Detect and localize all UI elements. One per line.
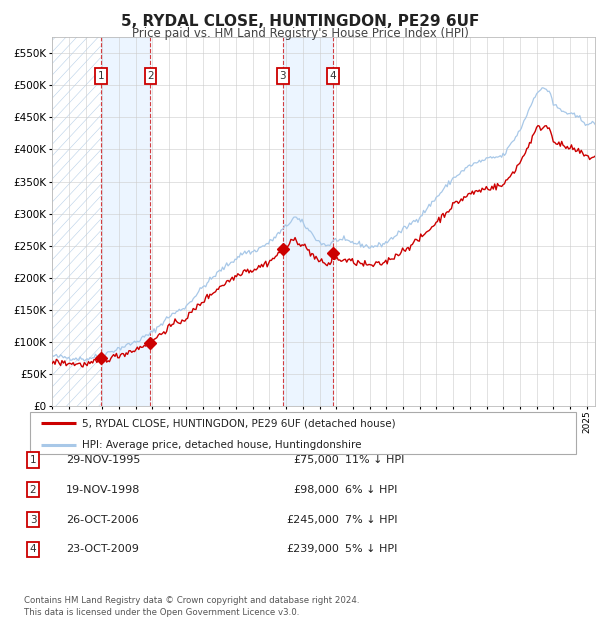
Text: 11% ↓ HPI: 11% ↓ HPI bbox=[345, 455, 404, 465]
FancyBboxPatch shape bbox=[30, 412, 576, 454]
Text: 29-NOV-1995: 29-NOV-1995 bbox=[66, 455, 140, 465]
Text: 2: 2 bbox=[147, 71, 154, 81]
Text: 3: 3 bbox=[29, 515, 37, 525]
Text: 7% ↓ HPI: 7% ↓ HPI bbox=[345, 515, 398, 525]
Text: 5, RYDAL CLOSE, HUNTINGDON, PE29 6UF (detached house): 5, RYDAL CLOSE, HUNTINGDON, PE29 6UF (de… bbox=[82, 418, 395, 428]
Text: 4: 4 bbox=[29, 544, 37, 554]
Text: 19-NOV-1998: 19-NOV-1998 bbox=[66, 485, 140, 495]
Text: 1: 1 bbox=[98, 71, 104, 81]
Text: 4: 4 bbox=[330, 71, 337, 81]
Bar bbox=[101, 37, 151, 406]
Text: 26-OCT-2006: 26-OCT-2006 bbox=[66, 515, 139, 525]
Bar bbox=[283, 37, 333, 406]
Text: 2: 2 bbox=[29, 485, 37, 495]
Text: HPI: Average price, detached house, Huntingdonshire: HPI: Average price, detached house, Hunt… bbox=[82, 440, 361, 450]
Text: 3: 3 bbox=[280, 71, 286, 81]
Text: 1: 1 bbox=[29, 455, 37, 465]
Text: £239,000: £239,000 bbox=[286, 544, 339, 554]
Text: Contains HM Land Registry data © Crown copyright and database right 2024.
This d: Contains HM Land Registry data © Crown c… bbox=[24, 596, 359, 617]
Text: 5% ↓ HPI: 5% ↓ HPI bbox=[345, 544, 397, 554]
Text: £98,000: £98,000 bbox=[293, 485, 339, 495]
Text: £245,000: £245,000 bbox=[286, 515, 339, 525]
Text: 6% ↓ HPI: 6% ↓ HPI bbox=[345, 485, 397, 495]
Text: £75,000: £75,000 bbox=[293, 455, 339, 465]
Text: 23-OCT-2009: 23-OCT-2009 bbox=[66, 544, 139, 554]
Text: 5, RYDAL CLOSE, HUNTINGDON, PE29 6UF: 5, RYDAL CLOSE, HUNTINGDON, PE29 6UF bbox=[121, 14, 479, 29]
Text: Price paid vs. HM Land Registry's House Price Index (HPI): Price paid vs. HM Land Registry's House … bbox=[131, 27, 469, 40]
